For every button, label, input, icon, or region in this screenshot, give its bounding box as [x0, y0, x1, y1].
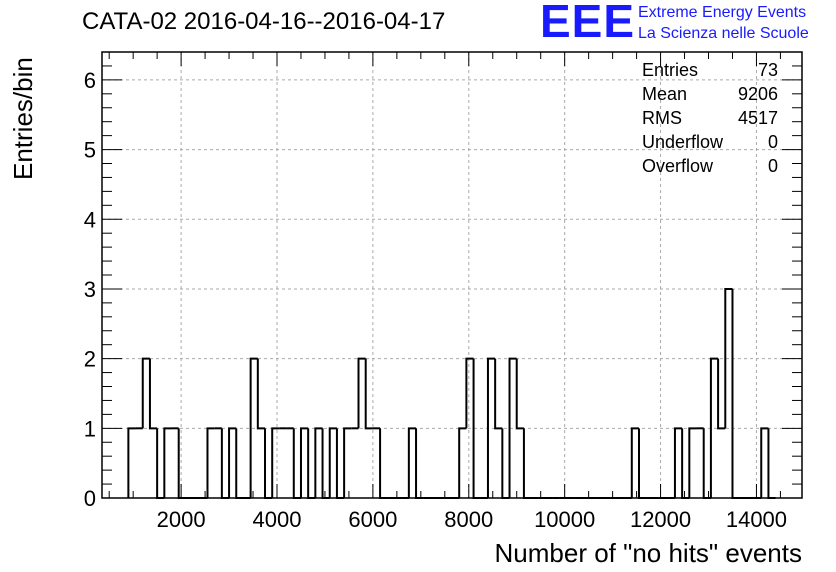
stat-label: Entries — [642, 60, 699, 80]
x-tick-label: 10000 — [534, 507, 595, 532]
stat-value: 0 — [767, 156, 778, 176]
x-tick-label: 14000 — [726, 507, 787, 532]
y-tick-label: 2 — [84, 347, 96, 372]
x-tick-label: 6000 — [348, 507, 397, 532]
histogram-bin — [163, 427, 172, 498]
histogram-bin — [508, 357, 517, 498]
histogram-bin — [249, 357, 258, 498]
eee-logo: EEE — [540, 0, 636, 47]
stat-label: Underflow — [642, 132, 724, 152]
histogram-bin — [148, 358, 158, 430]
histogram-bin — [343, 427, 352, 498]
x-tick-label: 8000 — [444, 507, 493, 532]
histogram-bin — [206, 427, 215, 498]
y-tick-label: 6 — [84, 68, 96, 93]
histogram-bin — [235, 428, 244, 499]
stat-value: 4517 — [737, 108, 778, 128]
stat-value: 0 — [767, 132, 778, 152]
histogram-bin — [127, 427, 136, 498]
stat-value: 73 — [757, 60, 778, 80]
histogram-bin — [228, 427, 237, 498]
histogram-bin — [156, 428, 165, 499]
stat-row-overflow: Overflow 0 — [642, 156, 778, 180]
histogram-bin — [415, 428, 424, 499]
stat-label: RMS — [642, 108, 682, 128]
histogram-bin — [465, 357, 474, 429]
stat-row-mean: Mean 9206 — [642, 84, 778, 108]
stat-label: Overflow — [642, 156, 714, 176]
histogram-bin — [637, 428, 647, 499]
histogram-bin — [407, 427, 417, 498]
histogram-bin — [256, 358, 266, 430]
histogram-bin — [688, 427, 697, 498]
histogram-bin — [321, 428, 330, 499]
histogram-bin — [709, 357, 719, 498]
stat-row-underflow: Underflow 0 — [642, 132, 778, 156]
histogram-bin — [724, 287, 733, 429]
chart-title: CATA-02 2016-04-16--2016-04-17 — [82, 8, 446, 35]
histogram-bin — [264, 428, 273, 499]
histogram-bin — [141, 357, 150, 429]
histogram-bin — [357, 357, 366, 429]
x-tick-label: 4000 — [253, 507, 302, 532]
histogram-bin — [760, 427, 769, 498]
histogram-bin — [486, 357, 496, 498]
x-axis-label: Number of "no hits" events — [494, 538, 803, 568]
logo-text-line2: La Scienza nelle Scuole — [638, 25, 809, 42]
histogram-bin — [522, 428, 532, 499]
histogram-bars — [127, 287, 776, 499]
histogram-bin — [494, 358, 503, 430]
y-tick-label: 3 — [84, 277, 96, 302]
stats-box: Entries 73 Mean 9206 RMS 4517 Underflow … — [642, 60, 778, 180]
histogram-bin — [630, 427, 639, 498]
histogram-bin — [379, 428, 388, 499]
stat-row-rms: RMS 4517 — [642, 108, 778, 132]
histogram-bin — [328, 427, 337, 498]
histogram-bin — [673, 427, 683, 498]
logo-text-line1: Extreme Energy Events — [638, 4, 807, 21]
stat-row-entries: Entries 73 — [642, 60, 778, 84]
stat-value: 9206 — [737, 84, 778, 104]
y-tick-label: 5 — [84, 138, 96, 163]
histogram-bin — [681, 428, 690, 499]
histogram-bin — [767, 428, 776, 499]
histogram-bin — [335, 428, 345, 499]
histogram-bin — [458, 427, 467, 498]
y-tick-label: 4 — [84, 207, 96, 232]
histogram-bin — [177, 428, 186, 499]
histogram-bin — [271, 427, 280, 498]
axis-ticks: 2000 4000 6000 8000 10000 12000 14000 0 1 2 3 4 5 6 — [84, 52, 802, 532]
histogram-bin — [364, 358, 373, 430]
y-tick-label: 1 — [84, 416, 96, 441]
stat-label: Mean — [642, 84, 688, 104]
histogram-bin — [515, 358, 524, 430]
histogram-bin — [501, 428, 510, 499]
histogram-bin — [731, 288, 740, 499]
x-tick-label: 2000 — [157, 507, 206, 532]
histogram-bin — [299, 427, 309, 498]
histogram-bin — [307, 428, 316, 499]
histogram-bin — [292, 428, 301, 499]
histogram-bin — [220, 428, 230, 499]
histogram-bin — [717, 358, 726, 430]
histogram-bin — [702, 428, 711, 499]
x-tick-label: 12000 — [630, 507, 691, 532]
y-axis-label: Entries/bin — [8, 57, 38, 180]
y-tick-label: 0 — [84, 486, 96, 511]
histogram-bin — [314, 427, 323, 498]
grid-lines — [102, 52, 802, 498]
